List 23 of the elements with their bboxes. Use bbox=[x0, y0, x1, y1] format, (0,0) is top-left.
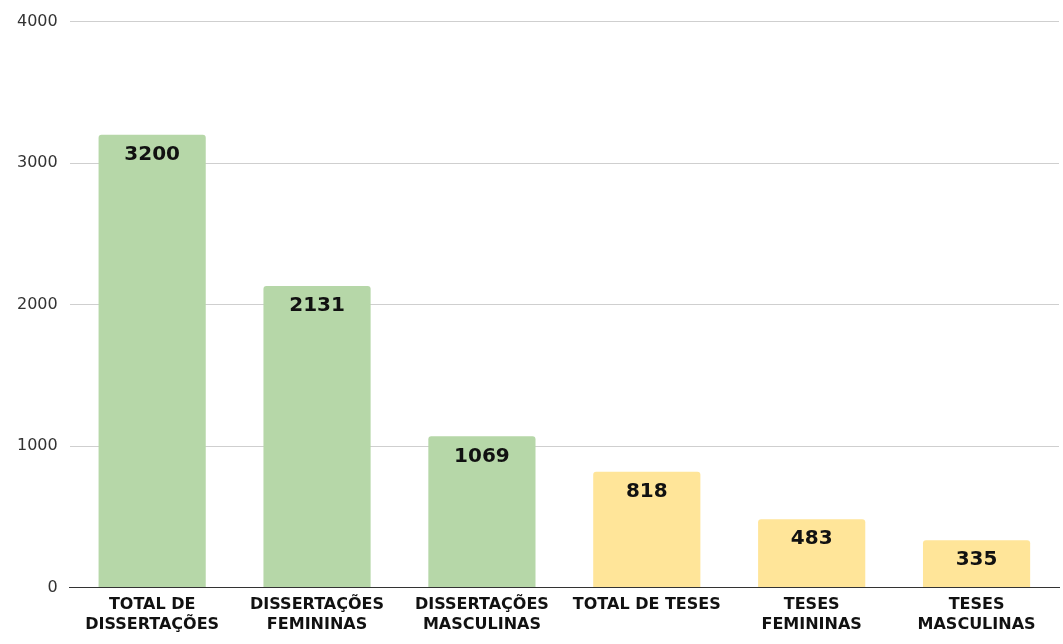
x-tick-label: TESES FEMININAS bbox=[761, 594, 862, 633]
x-tick-label: TOTAL DE DISSERTAÇÕES bbox=[85, 594, 220, 633]
bar bbox=[593, 471, 701, 588]
data-label: 2131 bbox=[289, 292, 345, 317]
bar bbox=[922, 540, 1031, 588]
y-tick-label: 0 bbox=[47, 576, 58, 596]
x-tick-label: TOTAL DE TESES bbox=[572, 594, 721, 614]
y-tick-label: 3000 bbox=[17, 152, 58, 172]
bar bbox=[758, 519, 866, 588]
data-label: 3200 bbox=[124, 141, 180, 165]
data-label: 1069 bbox=[454, 442, 510, 467]
data-label: 818 bbox=[625, 478, 668, 503]
y-tick-label: 2000 bbox=[17, 293, 58, 313]
y-tick-label: 1000 bbox=[17, 435, 58, 455]
bar bbox=[98, 134, 206, 588]
x-tick-label: TESES MASCULINAS bbox=[917, 594, 1036, 633]
bar bbox=[428, 436, 536, 588]
y-tick-label: 4000 bbox=[17, 10, 58, 30]
bar bbox=[263, 286, 371, 588]
data-label: 483 bbox=[790, 525, 833, 550]
x-tick-label: DISSERTAÇÕES FEMININAS bbox=[250, 594, 385, 633]
data-label: 335 bbox=[955, 546, 998, 571]
x-tick-label: DISSERTAÇÕES MASCULINAS bbox=[414, 594, 549, 633]
